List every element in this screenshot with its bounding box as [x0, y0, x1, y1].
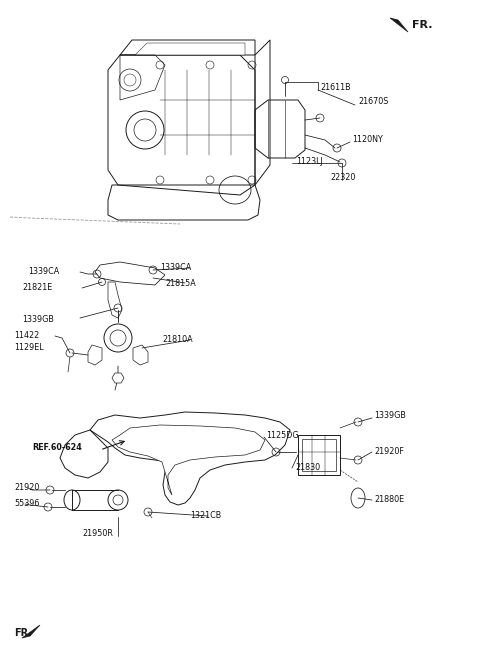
Ellipse shape [351, 488, 365, 508]
Ellipse shape [134, 119, 156, 141]
Text: 11422: 11422 [14, 332, 39, 340]
Text: 1120NY: 1120NY [352, 135, 383, 145]
Circle shape [338, 159, 346, 167]
Text: 1339GB: 1339GB [22, 315, 54, 323]
Circle shape [149, 266, 157, 274]
Text: FR.: FR. [14, 628, 32, 638]
Circle shape [248, 61, 256, 69]
Circle shape [98, 279, 106, 286]
Circle shape [206, 61, 214, 69]
Ellipse shape [110, 330, 126, 346]
Polygon shape [112, 373, 124, 383]
Text: 1339GB: 1339GB [374, 411, 406, 420]
Text: 21810A: 21810A [162, 336, 192, 344]
Circle shape [281, 76, 288, 83]
Circle shape [156, 61, 164, 69]
Text: 21830: 21830 [295, 463, 320, 472]
Text: 1123LJ: 1123LJ [296, 158, 323, 166]
Circle shape [144, 508, 152, 516]
Circle shape [248, 176, 256, 184]
Text: FR.: FR. [412, 20, 432, 30]
Circle shape [156, 176, 164, 184]
Circle shape [354, 418, 362, 426]
Ellipse shape [219, 176, 251, 204]
Circle shape [46, 486, 54, 494]
Circle shape [316, 114, 324, 122]
Ellipse shape [64, 490, 80, 510]
Ellipse shape [124, 74, 136, 86]
Circle shape [333, 144, 341, 152]
Polygon shape [112, 425, 265, 495]
Text: 21815A: 21815A [165, 279, 196, 288]
Circle shape [93, 270, 101, 278]
Text: 1339CA: 1339CA [160, 263, 191, 273]
Polygon shape [135, 43, 245, 55]
Polygon shape [22, 625, 40, 638]
Circle shape [66, 349, 74, 357]
Text: 21920: 21920 [14, 484, 39, 493]
Text: 21670S: 21670S [358, 97, 388, 106]
Text: 21920F: 21920F [374, 447, 404, 457]
Ellipse shape [119, 69, 141, 91]
Circle shape [114, 304, 122, 312]
Text: 1339CA: 1339CA [28, 267, 59, 275]
Circle shape [354, 456, 362, 464]
Text: REF.60-624: REF.60-624 [32, 443, 82, 453]
Text: 21880E: 21880E [374, 495, 404, 505]
Polygon shape [302, 439, 336, 471]
Text: 1129EL: 1129EL [14, 344, 44, 353]
Circle shape [206, 176, 214, 184]
Text: 1321CB: 1321CB [190, 512, 221, 520]
Text: 21611B: 21611B [320, 83, 350, 93]
Text: 21950R: 21950R [82, 530, 113, 539]
Ellipse shape [104, 324, 132, 352]
Text: 21821E: 21821E [22, 283, 52, 292]
Circle shape [272, 448, 280, 456]
Ellipse shape [113, 495, 123, 505]
Ellipse shape [108, 490, 128, 510]
Text: 1125DG: 1125DG [266, 432, 299, 440]
Text: 22320: 22320 [330, 173, 355, 183]
Ellipse shape [126, 111, 164, 149]
Circle shape [44, 503, 52, 511]
Text: 55396: 55396 [14, 499, 39, 509]
Polygon shape [390, 18, 408, 32]
